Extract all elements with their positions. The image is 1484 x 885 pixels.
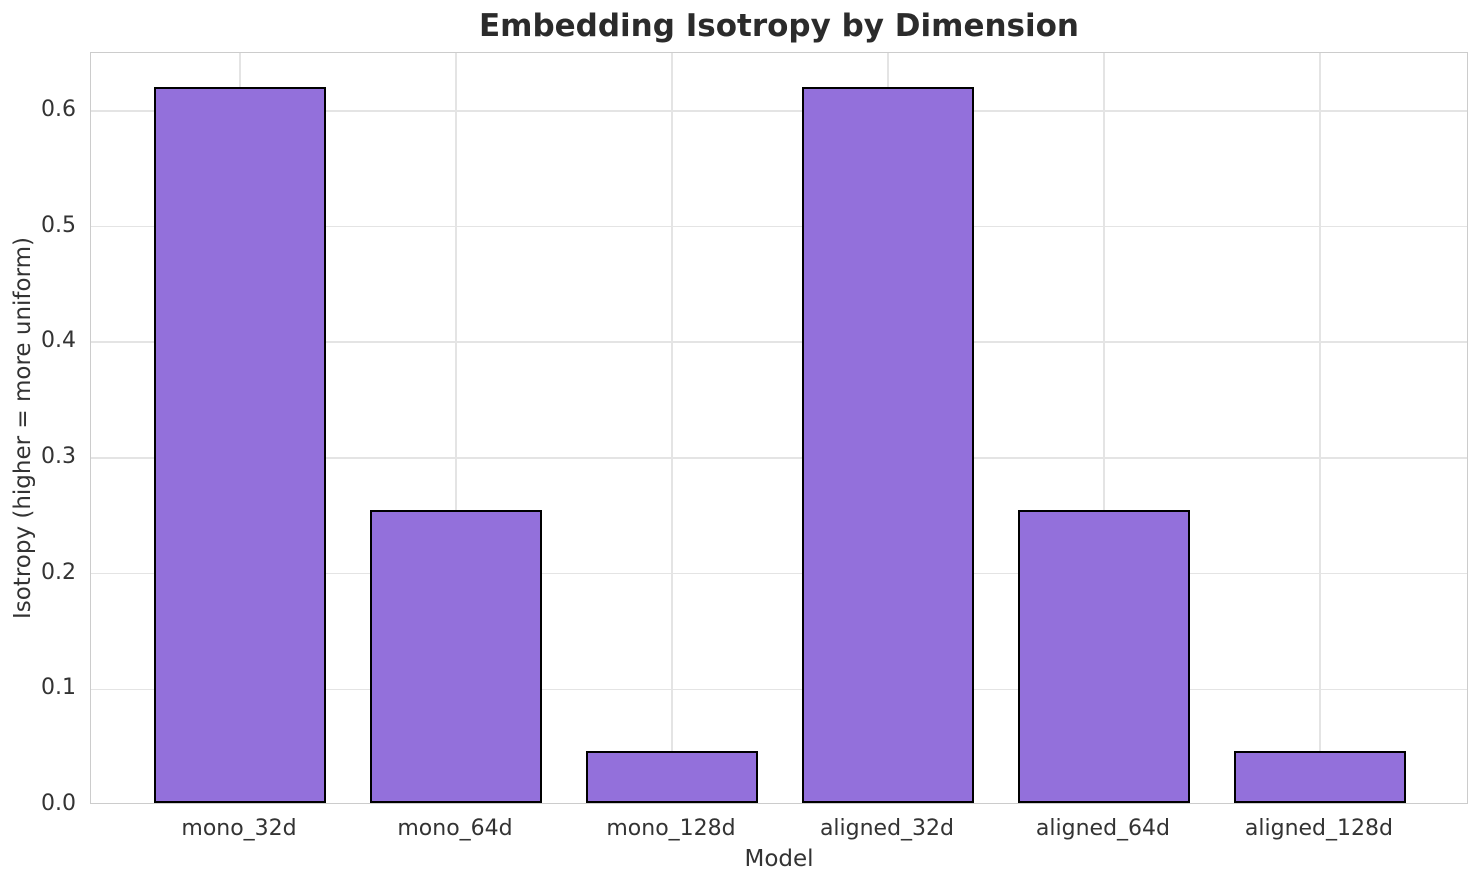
bars-layer bbox=[91, 53, 1467, 803]
x-axis-label: Model bbox=[744, 846, 814, 872]
h-gridline-0.4 bbox=[91, 341, 1467, 343]
bar-mono_32d bbox=[153, 86, 327, 803]
y-tick-0.6: 0.6 bbox=[41, 96, 76, 122]
h-gridline-0.1 bbox=[91, 688, 1467, 691]
bar-aligned_32d bbox=[801, 86, 975, 803]
v-gridline-mono_128d bbox=[671, 53, 673, 803]
x-tick-mono_32d: mono_32d bbox=[181, 816, 297, 841]
y-tick-0.1: 0.1 bbox=[41, 675, 76, 701]
v-gridline-aligned_64d bbox=[1103, 53, 1105, 803]
y-axis-label: Isotropy (higher = more uniform) bbox=[10, 236, 36, 620]
y-tick-0.5: 0.5 bbox=[41, 212, 76, 238]
y-tick-0.0: 0.0 bbox=[41, 791, 76, 816]
x-tick-aligned_64d: aligned_64d bbox=[1035, 816, 1170, 841]
h-gridline-0.5 bbox=[91, 225, 1467, 228]
x-tick-mono_64d: mono_64d bbox=[397, 816, 513, 841]
bar-mono_128d bbox=[585, 750, 759, 803]
h-gridline-0.2 bbox=[91, 572, 1467, 575]
x-tick-aligned_32d: aligned_32d bbox=[819, 816, 955, 841]
y-tick-0.2: 0.2 bbox=[41, 559, 76, 585]
y-tick-0.4: 0.4 bbox=[41, 328, 76, 354]
v-gridline-aligned_128d bbox=[1319, 53, 1321, 803]
y-tick-0.3: 0.3 bbox=[41, 443, 76, 469]
bar-aligned_128d bbox=[1233, 750, 1407, 803]
bar-mono_64d bbox=[369, 510, 543, 803]
plot-area bbox=[90, 52, 1468, 804]
h-gridline-0.3 bbox=[91, 457, 1467, 459]
v-gridline-mono_64d bbox=[455, 53, 457, 803]
h-gridline-0.6 bbox=[91, 110, 1467, 112]
x-tick-mono_128d: mono_128d bbox=[606, 816, 736, 841]
chart-title: Embedding Isotropy by Dimension bbox=[478, 8, 1080, 44]
bar-aligned_64d bbox=[1017, 510, 1191, 803]
x-tick-aligned_128d: aligned_128d bbox=[1244, 816, 1393, 841]
